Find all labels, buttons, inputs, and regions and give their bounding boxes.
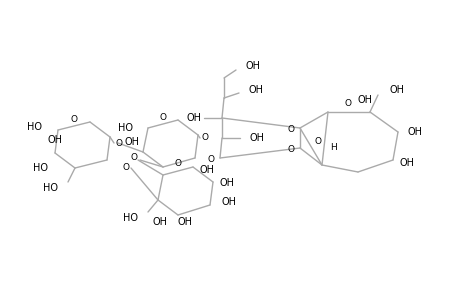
Text: OH: OH (200, 165, 214, 175)
Text: O: O (70, 116, 77, 124)
Text: OH: OH (219, 178, 235, 188)
Text: O: O (174, 158, 181, 167)
Text: O: O (116, 139, 123, 148)
Text: O: O (314, 137, 321, 146)
Text: OH: OH (222, 197, 236, 207)
Text: OH: OH (389, 85, 404, 95)
Text: O: O (344, 98, 351, 107)
Text: O: O (207, 155, 214, 164)
Text: OH: OH (249, 133, 264, 143)
Text: OH: OH (248, 85, 263, 95)
Text: OH: OH (48, 135, 63, 145)
Text: HO: HO (118, 123, 133, 133)
Text: OH: OH (407, 127, 422, 137)
Text: OH: OH (357, 95, 372, 105)
Text: HO: HO (33, 163, 48, 173)
Text: OH: OH (187, 113, 202, 123)
Text: OH: OH (246, 61, 260, 71)
Text: H: H (329, 143, 336, 152)
Text: OH: OH (152, 217, 167, 227)
Text: O: O (202, 134, 208, 142)
Text: HO: HO (43, 183, 58, 193)
Text: HO: HO (123, 213, 138, 223)
Text: O: O (131, 154, 138, 163)
Text: OH: OH (399, 158, 414, 168)
Text: HO: HO (27, 122, 42, 132)
Text: OH: OH (125, 137, 140, 147)
Text: O: O (123, 163, 130, 172)
Text: O: O (159, 112, 166, 122)
Text: O: O (287, 146, 294, 154)
Text: O: O (287, 125, 294, 134)
Text: OH: OH (177, 217, 192, 227)
